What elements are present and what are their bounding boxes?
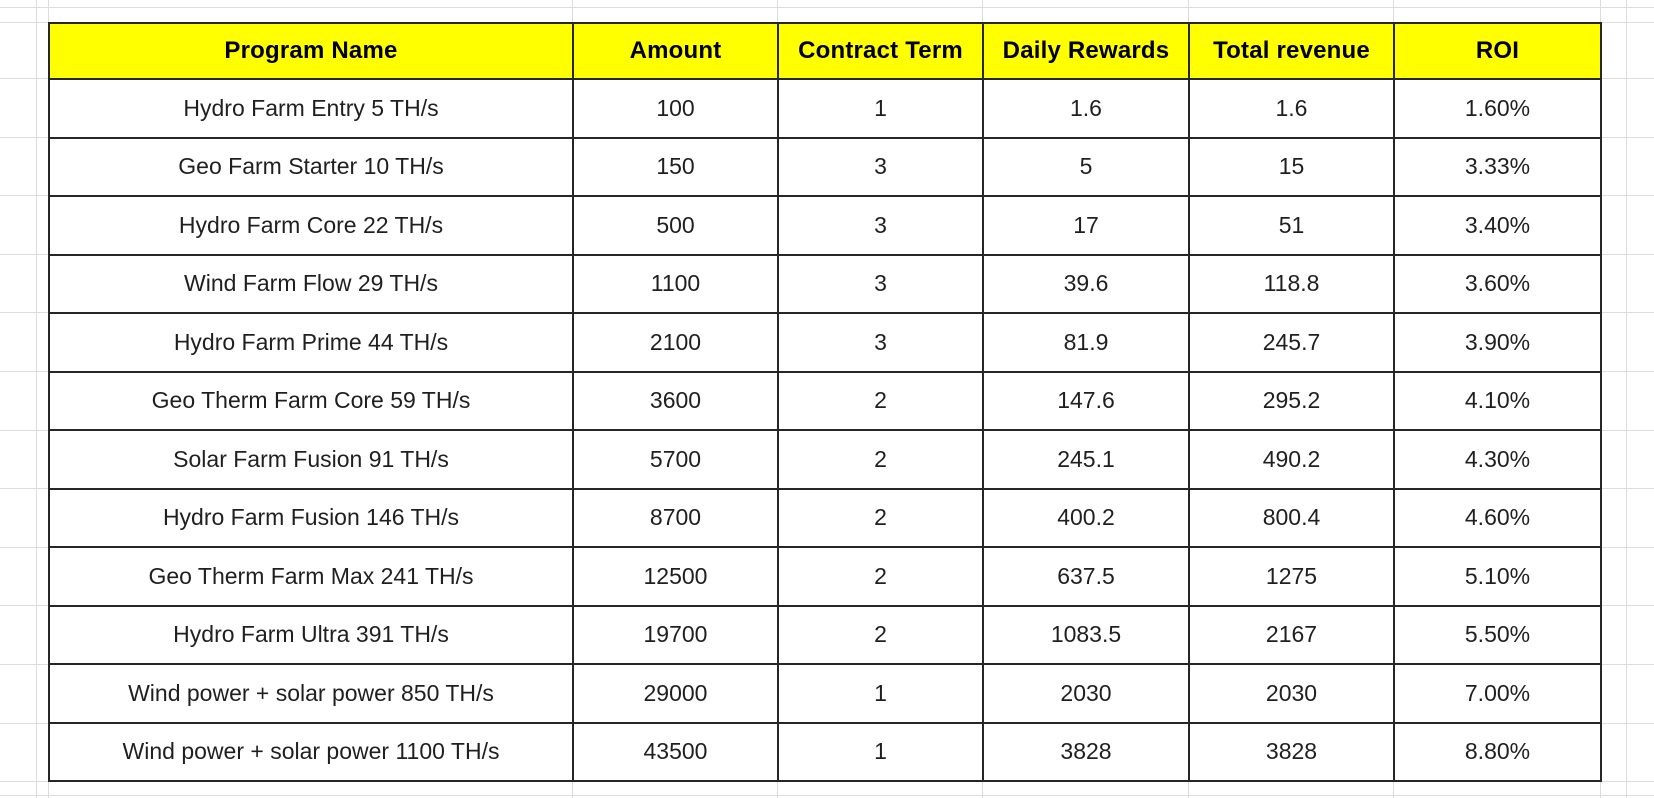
table-cell[interactable]: 2167: [1188, 604, 1395, 665]
mining-programs-table: Program Name Amount Contract Term Daily Rew…: [48, 22, 1602, 782]
table-cell[interactable]: 3600: [572, 370, 779, 431]
table-cell[interactable]: 3: [777, 195, 984, 256]
table-cell[interactable]: 3: [777, 136, 984, 197]
table-cell[interactable]: 1: [777, 721, 984, 782]
table-cell[interactable]: 3828: [982, 721, 1190, 782]
table-cell[interactable]: 1.6: [1188, 78, 1395, 139]
table-cell[interactable]: 147.6: [982, 370, 1190, 431]
table-cell[interactable]: Geo Therm Farm Max 241 TH/s: [48, 546, 574, 607]
table-cell[interactable]: 3: [777, 253, 984, 314]
column-header-roi[interactable]: ROI: [1393, 22, 1602, 80]
table-cell[interactable]: 100: [572, 78, 779, 139]
table-cell[interactable]: 5.50%: [1393, 604, 1602, 665]
table-cell[interactable]: 2100: [572, 312, 779, 373]
column-header-daily-rewards[interactable]: Daily Rewards: [982, 22, 1190, 80]
table-cell[interactable]: 500: [572, 195, 779, 256]
table-container: Program Name Amount Contract Term Daily Rew…: [48, 22, 1602, 782]
table-cell[interactable]: 8.80%: [1393, 721, 1602, 782]
table-cell[interactable]: 2030: [1188, 663, 1395, 724]
table-row: Hydro Farm Entry 5 TH/s 100 1 1.6 1.6 1.60%: [48, 78, 1602, 139]
table-cell[interactable]: Hydro Farm Core 22 TH/s: [48, 195, 574, 256]
table-cell[interactable]: 2: [777, 429, 984, 490]
table-cell[interactable]: 51: [1188, 195, 1395, 256]
table-cell[interactable]: 2: [777, 546, 984, 607]
table-cell[interactable]: 1100: [572, 253, 779, 314]
table-row: Wind Farm Flow 29 TH/s 1100 3 39.6 118.8 3.60…: [48, 253, 1602, 314]
table-cell[interactable]: Hydro Farm Ultra 391 TH/s: [48, 604, 574, 665]
sheet-gridline: [36, 0, 37, 798]
table-cell[interactable]: 1275: [1188, 546, 1395, 607]
table-cell[interactable]: 1: [777, 78, 984, 139]
table-cell[interactable]: 3828: [1188, 721, 1395, 782]
table-cell[interactable]: 3: [777, 312, 984, 373]
table-cell[interactable]: 295.2: [1188, 370, 1395, 431]
table-cell[interactable]: 5.10%: [1393, 546, 1602, 607]
table-cell[interactable]: Hydro Farm Prime 44 TH/s: [48, 312, 574, 373]
table-cell[interactable]: 29000: [572, 663, 779, 724]
table-cell[interactable]: 2: [777, 487, 984, 548]
table-cell[interactable]: 4.60%: [1393, 487, 1602, 548]
table-row: Wind power + solar power 1100 TH/s 43500 1…: [48, 721, 1602, 782]
table-cell[interactable]: 1.60%: [1393, 78, 1602, 139]
table-row: Hydro Farm Prime 44 TH/s 2100 3 81.9 245.7 3.…: [48, 312, 1602, 373]
table-row: Hydro Farm Fusion 146 TH/s 8700 2 400.2 800.…: [48, 487, 1602, 548]
table-cell[interactable]: 43500: [572, 721, 779, 782]
table-cell[interactable]: 800.4: [1188, 487, 1395, 548]
table-cell[interactable]: 8700: [572, 487, 779, 548]
sheet-gridline: [0, 7, 1654, 8]
table-cell[interactable]: 3.60%: [1393, 253, 1602, 314]
table-cell[interactable]: 2030: [982, 663, 1190, 724]
sheet-gridline: [1626, 0, 1627, 798]
column-header-program-name[interactable]: Program Name: [48, 22, 574, 80]
column-header-amount[interactable]: Amount: [572, 22, 779, 80]
column-header-contract-term[interactable]: Contract Term: [777, 22, 984, 80]
table-cell[interactable]: 1.6: [982, 78, 1190, 139]
table-cell[interactable]: 150: [572, 136, 779, 197]
table-cell[interactable]: 12500: [572, 546, 779, 607]
table-cell[interactable]: 245.7: [1188, 312, 1395, 373]
table-cell[interactable]: 5: [982, 136, 1190, 197]
table-cell[interactable]: 1083.5: [982, 604, 1190, 665]
table-cell[interactable]: Geo Farm Starter 10 TH/s: [48, 136, 574, 197]
table-cell[interactable]: 4.10%: [1393, 370, 1602, 431]
table-cell[interactable]: Solar Farm Fusion 91 TH/s: [48, 429, 574, 490]
table-row: Hydro Farm Core 22 TH/s 500 3 17 51 3.40%: [48, 195, 1602, 256]
table-cell[interactable]: 5700: [572, 429, 779, 490]
table-row: Hydro Farm Ultra 391 TH/s 19700 2 1083.5 216…: [48, 604, 1602, 665]
table-cell[interactable]: 245.1: [982, 429, 1190, 490]
table-cell[interactable]: 400.2: [982, 487, 1190, 548]
table-cell[interactable]: 7.00%: [1393, 663, 1602, 724]
table-cell[interactable]: Hydro Farm Entry 5 TH/s: [48, 78, 574, 139]
table-cell[interactable]: 17: [982, 195, 1190, 256]
table-cell[interactable]: 490.2: [1188, 429, 1395, 490]
table-cell[interactable]: 4.30%: [1393, 429, 1602, 490]
table-cell[interactable]: 1: [777, 663, 984, 724]
table-cell[interactable]: 15: [1188, 136, 1395, 197]
table-row: Wind power + solar power 850 TH/s 29000 1 2…: [48, 663, 1602, 724]
table-cell[interactable]: 2: [777, 370, 984, 431]
table-cell[interactable]: 81.9: [982, 312, 1190, 373]
header-row: Program Name Amount Contract Term Daily Rew…: [48, 22, 1602, 80]
table-cell[interactable]: 637.5: [982, 546, 1190, 607]
table-row: Solar Farm Fusion 91 TH/s 5700 2 245.1 490.2…: [48, 429, 1602, 490]
table-cell[interactable]: 2: [777, 604, 984, 665]
table-row: Geo Therm Farm Max 241 TH/s 12500 2 637.5 12…: [48, 546, 1602, 607]
table-cell[interactable]: 3.33%: [1393, 136, 1602, 197]
table-cell[interactable]: Wind power + solar power 1100 TH/s: [48, 721, 574, 782]
table-cell[interactable]: Geo Therm Farm Core 59 TH/s: [48, 370, 574, 431]
table-cell[interactable]: Wind Farm Flow 29 TH/s: [48, 253, 574, 314]
sheet-gridline: [0, 795, 1654, 796]
table-cell[interactable]: 39.6: [982, 253, 1190, 314]
table-cell[interactable]: 118.8: [1188, 253, 1395, 314]
table-cell[interactable]: Hydro Farm Fusion 146 TH/s: [48, 487, 574, 548]
table-cell[interactable]: 3.40%: [1393, 195, 1602, 256]
column-header-total-revenue[interactable]: Total revenue: [1188, 22, 1395, 80]
table-row: Geo Therm Farm Core 59 TH/s 3600 2 147.6 295…: [48, 370, 1602, 431]
table-cell[interactable]: Wind power + solar power 850 TH/s: [48, 663, 574, 724]
table-row: Geo Farm Starter 10 TH/s 150 3 5 15 3.33%: [48, 136, 1602, 197]
table-cell[interactable]: 3.90%: [1393, 312, 1602, 373]
table-cell[interactable]: 19700: [572, 604, 779, 665]
